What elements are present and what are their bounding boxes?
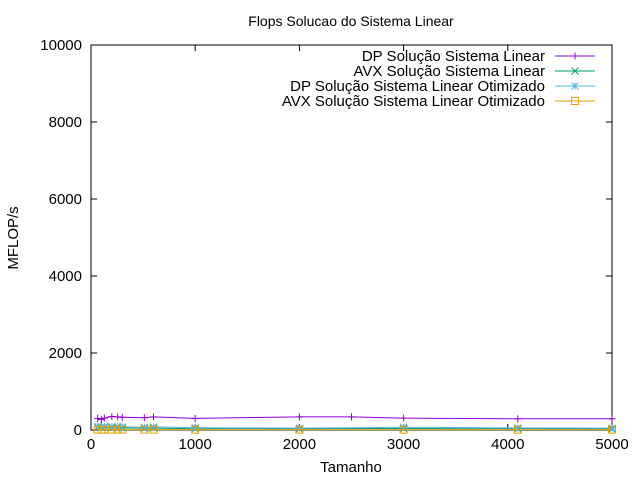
y-tick-label: 4000 [49, 268, 82, 285]
series-4-point [608, 425, 616, 434]
y-tick-label: 8000 [49, 114, 82, 131]
x-tick-label: 0 [87, 436, 95, 453]
legend-label: DP Solução Sistema Linear Otimizado [290, 78, 545, 95]
series-3-point [100, 422, 109, 431]
x-tick-label: 1000 [179, 436, 212, 453]
x-axis-label: Tamanho [320, 459, 382, 476]
series-3-point [513, 424, 522, 432]
x-tick-label: 3000 [387, 436, 420, 453]
series-1-point [400, 414, 408, 422]
legend-marker [571, 97, 579, 105]
y-axis-label: MFLOP/s [5, 206, 22, 269]
x-tick-label: 4000 [491, 436, 524, 453]
series-1-point [118, 413, 126, 421]
y-tick-label: 2000 [49, 345, 82, 362]
series-1-point [150, 413, 158, 421]
series-4-point [118, 425, 127, 434]
legend-marker [571, 67, 579, 75]
legend-label: AVX Solução Sistema Linear Otimizado [282, 93, 545, 110]
legend-label: DP Solução Sistema Linear [362, 48, 545, 65]
series-4-point [113, 425, 122, 434]
series-4-point [100, 425, 109, 434]
series-1-point [295, 413, 303, 421]
legend-label: AVX Solução Sistema Linear [354, 63, 546, 80]
series-1-point [191, 414, 199, 422]
series-line-3 [97, 425, 613, 429]
series-4-point [140, 425, 149, 434]
legend-marker [571, 52, 579, 60]
series-4-point [513, 425, 522, 434]
chart-title: Flops Solucao do Sistema Linear [248, 13, 454, 29]
series-1-point [140, 414, 148, 422]
series-1-point [100, 414, 108, 422]
series-1-point [348, 413, 355, 421]
series-1-point [94, 414, 102, 422]
series-4-point [149, 425, 158, 434]
series-4-point [295, 425, 304, 434]
series-1-point [608, 415, 616, 423]
series-4-point [107, 425, 116, 434]
y-tick-label: 0 [74, 422, 82, 439]
series-1-point [108, 413, 116, 421]
series-1-point [97, 416, 105, 424]
series-1-point [514, 415, 522, 423]
series-4-point [191, 425, 200, 434]
x-tick-label: 2000 [283, 436, 316, 453]
series-3-point [191, 423, 200, 432]
y-tick-label: 6000 [49, 191, 82, 208]
series-4-point [399, 425, 408, 434]
legend-marker [571, 82, 579, 90]
x-tick-label: 5000 [595, 436, 628, 453]
y-tick-label: 10000 [40, 37, 82, 54]
